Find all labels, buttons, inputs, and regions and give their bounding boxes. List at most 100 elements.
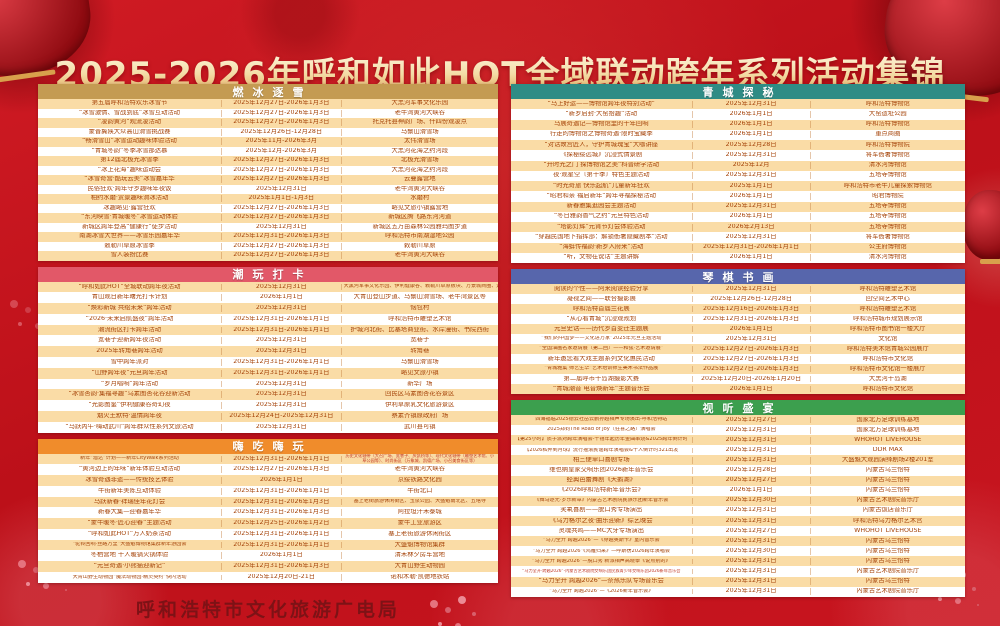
activity-venue: 恼包村 <box>410 305 430 312</box>
activity-name: 【2026私奔到月球】流行摇滚民谣跨年演唱会&千人倒计时321出发 <box>511 447 693 454</box>
activity-date: 2025年12月31日-2026年1月3日 <box>222 233 342 241</box>
activity-venue: 诺和木勒·凯德地铁站 <box>390 573 450 580</box>
table-row: “畅滑雪山”冰雪运动趣味体验活动 2025年11月-2026年3月 太伟滑雪场 <box>38 137 498 147</box>
table-row: 第五届呼和浩特欢乐冰雪节 2025年12月27日-2026年1月3日 大黑河军事文化… <box>38 99 498 109</box>
activity-date: 2025年1月1日 <box>693 182 811 190</box>
activity-name: 经典芭蕾舞剧《天鹅湖》 <box>511 477 693 484</box>
activity-name: 新春雅集逛园会主题活动 <box>511 203 693 211</box>
activity-name: 新年“溜达”计划——新年CityWalk系列活动 <box>38 456 222 462</box>
activity-venue: WHOHOT LIVEHOUSE <box>854 436 922 443</box>
table-row: “光影图鉴”伊利健康谷奇幻夜 2025年12月31日 伊利草原乳文化旅游景区 <box>38 400 498 412</box>
activity-name: 阅读的个性——阿来阅读经验分享 <box>511 285 693 293</box>
activity-name: “从心看青城”沉浸观规划 <box>511 315 693 323</box>
activity-name: “马跃丙午·嗨动武川”跨年群众性系列文旅活动 <box>38 423 222 431</box>
table-row: “驼铃回响·丝路万里”大盛魁博物馆集群新年游园会 2025年12月31日-2026… <box>38 539 498 551</box>
table-row: 四海福临2025德云社岳云鹏孙越相声专场演出-呼和浩特站 2025年12月27日 国… <box>511 415 965 426</box>
activity-venue: 呼和浩特博物馆 <box>865 121 910 128</box>
activity-venue: 五塔寺博物馆 <box>868 172 907 179</box>
table-row: 马跃新春·祥瑞佳年花灯会 2025年12月31日-2026年1月3日 塞上老街旅游休… <box>38 496 498 508</box>
table-row: 《2026呼和浩特新年音乐会》 2026年1月1日 内蒙古乌兰恰特 <box>511 485 965 496</box>
activity-date: 2025年12月27日-2026年1月3日 <box>222 100 342 108</box>
table-row: 新年“溜达”计划——新年CityWalk系列活动 2025年12月31日-2026… <box>38 453 498 465</box>
section-eat-play: 嗨吃嗨玩 新年“溜达”计划——新年CityWalk系列活动 2025年12月31日… <box>38 438 498 583</box>
activity-venue: 护城河北街、比塞塔商业街、水岸漫街、书院西街 <box>350 326 490 333</box>
activity-venue: 回民区乌素图杏花谷景区 <box>385 391 455 398</box>
right-column: 青城探秘 “马上好运——博物馆跨年夜特别活动” 2025年12月31日 呼和浩特博物… <box>511 84 965 603</box>
activity-date: 2026年1月1日 <box>693 131 811 139</box>
activity-venue: 新华广场 <box>407 380 433 387</box>
table-row: 马展奇遇记—博物馆里的千年回响 2026年1月1日 呼和浩特博物馆 <box>511 119 965 130</box>
table-row: “青城雅集 师艺生华”艺术培训师生美术书法作品展 2025年12月27日-2026… <box>511 364 965 374</box>
activity-venue: 内蒙古乌兰恰特 <box>865 487 910 494</box>
table-row: “塔影灯辉”元宵节灯会体验活动 2026年2月13日 五塔寺博物馆 <box>511 222 965 233</box>
activity-date: 2025年12月31日 <box>222 348 342 356</box>
activity-venue: 内蒙古艺术剧院音乐厅 <box>856 588 920 595</box>
table-row: 牛街新年美陈互动体验 2025年12月31日-2026年1月1日 牛街北口 <box>38 485 498 497</box>
activity-venue: 内蒙古乌兰恰特 <box>865 557 910 564</box>
table-row: 新城区跨年登高“健康行”徒步活动 2025年12月31日 新城区五万亩森林公园雅玛图… <box>38 222 498 232</box>
activity-date: 2025年12月27日-2026年1月3日 <box>222 157 342 165</box>
activity-date: 2025年12月31日 <box>693 436 811 444</box>
activity-date: 2025年12月31日-2026年1月1日 <box>222 369 342 377</box>
activity-name: 夜·观星空〔第十季〕特色主题活动 <box>511 172 693 180</box>
activity-date: 2025年12月31日-2026年1月1日 <box>222 326 342 334</box>
table-row: “呼和如此HOT”全城联动跨年夜活动 2025年12月31日 大黑河军事文化乐园、伊… <box>38 281 498 293</box>
activity-name: 新城区跨年登高“健康行”徒步活动 <box>38 223 222 231</box>
activity-name: 马跃新春·祥瑞佳年花灯会 <box>38 498 222 506</box>
activity-venue: 内蒙古乌兰恰特 <box>865 537 910 544</box>
activity-date: 2025年12月31日 <box>693 203 811 211</box>
activity-date: 2025年11月-2026年3月 <box>222 138 342 146</box>
activity-date: 2025年12月27日 <box>693 527 811 535</box>
table-row: “黄河边上的年味”新年体验互动活动 2025年12月27日-2026年1月3日 老牛… <box>38 464 498 476</box>
activity-date: 2025年12月31日 <box>693 568 811 575</box>
table-row: 第12届北极光冰雪季 2025年12月27日-2026年1月3日 北极光滑雪场 <box>38 156 498 166</box>
activity-venue: 托克托县神韵广场、什四份观凌点 <box>372 119 468 126</box>
activity-date: 2025年12月31日 <box>693 557 811 565</box>
activity-venue: 大盛魁大观园演绎剧场2楼201室 <box>842 457 934 464</box>
table-row: 蒙晋冀陕大众高山滑雪挑战赛 2025年12月26日-12月28日 马鬃山滑雪场 <box>38 127 498 137</box>
activity-name: “全国油画名家邀请展〔第二回〕——和弦·艺术邀请展” <box>511 346 693 352</box>
activity-name: “冰雪激情、雪战到底”冰雪互动活动 <box>38 109 222 117</box>
activity-date: 2026年1月1日 <box>693 121 811 129</box>
activity-date: 2026年1月1日 <box>222 294 342 302</box>
activity-venue: 历史文化轴带（大召广场、宽巷子、庆凯桥等）、现代文化轴带（雕塑艺术馆、小草公园等… <box>345 454 495 464</box>
activity-venue: 塞上老街旅游休闲街区、玉泉公园、大盛魁南北区、五塔寺 <box>353 499 487 505</box>
section-table: “马上好运——博物馆跨年夜特别活动” 2025年12月31日 呼和浩特博物馆 “新岁启… <box>511 99 965 263</box>
activity-date: 2025年12月31日-2026年1月1日 <box>693 244 811 252</box>
activity-date: 2025年12月31日-2026年1月3日 <box>222 509 342 517</box>
section-city-exploration: 青城探秘 “马上好运——博物馆跨年夜特别活动” 2025年12月31日 呼和浩特博物… <box>511 84 965 263</box>
activity-date: 2025年12月24日-2025年12月31日 <box>222 413 342 420</box>
activity-name: 《探秘绥远城》沉浸式情景剧 <box>511 151 693 159</box>
activity-name: “马力全开 跨越2026”《鸿雁归来》—呼斯楞2026跨年演唱会 <box>511 548 693 555</box>
activity-name: 呼和浩特首届兰花展 <box>511 305 693 313</box>
activity-venue: 察素齐镇原政府广场 <box>391 413 449 420</box>
table-row: “听，文物在说话”主题讲解 2026年1月1日 清水河博物馆 <box>511 252 965 263</box>
activity-date: 2026年1月1日 <box>693 254 811 262</box>
activity-venue: 呼和浩特美术馆青城公园展厅 <box>846 345 929 352</box>
activity-date: 2025年12月26日-12月28日 <box>222 128 342 136</box>
left-column: 燃冰逐雪 第五届呼和浩特欢乐冰雪节 2025年12月27日-2026年1月3日 大黑… <box>38 84 498 589</box>
activity-venue: 呼和浩特博物馆 <box>865 100 910 107</box>
activity-name: 元旦史话——历代岁首变迁主题展 <box>511 325 693 333</box>
table-row: “山野跨年夜”元旦跨年活动 2025年12月31日-2026年1月1日 峪见文旅小镇 <box>38 367 498 379</box>
activity-date: 2025年12月27日-2026年1月3日 <box>222 204 342 212</box>
table-row: 维也纳皇家交响乐团2026新年音乐会 2025年12月28日 内蒙古乌兰恰特 <box>511 465 965 476</box>
activity-date: 2025年12月31日-2026年1月3日 <box>222 498 342 506</box>
table-row: 笑氧喜剧——脱口秀专场演出 2025年12月31日 内蒙古饭店音乐厅 <box>511 505 965 516</box>
table-row: 雪人装扮比赛 2025年12月27日-2026年1月3日 老牛湾黄河大峡谷 <box>38 251 498 261</box>
activity-venue: 内蒙古乌兰恰特 <box>865 467 910 474</box>
activity-name: “昭君和亲 福启新年”跨年寻福探秘活动 <box>511 192 693 200</box>
table-row: 元旦史话——历代岁首变迁主题展 2026年1月1日 呼和浩特市图书馆一楼大厅 <box>511 324 965 334</box>
section-header: 燃冰逐雪 <box>38 84 498 99</box>
activity-venue: 呼和浩特市雕塑艺术馆 <box>388 315 452 322</box>
activity-name: “黄河边上的年味”新年体验互动活动 <box>38 466 222 474</box>
activity-name: “对话故宫匠人，守护青城瑰宝”大咖讲座 <box>511 141 693 149</box>
activity-venue: 新城区五万亩森林公园雅玛图步道 <box>372 223 468 230</box>
activity-date: 2025年12月27日-2026年1月3日 <box>693 355 811 363</box>
table-row: 《乌力格尔之夜·曲乐迎新》综艺晚会 2025年12月31日 呼和浩特乌力格尔艺术宫 <box>511 515 965 527</box>
activity-venue: 敕勒川草原 <box>404 242 436 249</box>
activity-venue: 水磨村 <box>410 195 430 202</box>
activity-venue: 塞上老街旅游休闲街区 <box>388 530 452 537</box>
table-row: 【第25小时】质子派对跨年演唱会-千禧年起历年金曲串烧&2025跨年倒计时 202… <box>511 435 965 446</box>
